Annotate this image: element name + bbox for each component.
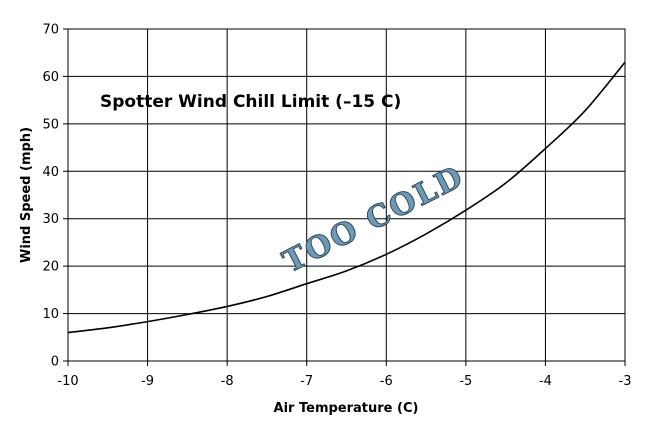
y-tick-label-1: 10 bbox=[42, 307, 59, 322]
grid-lines bbox=[63, 28, 626, 366]
series-line-wind-chill-limit bbox=[67, 61, 626, 334]
y-tick-label-2: 20 bbox=[42, 260, 59, 275]
y-tick-labels: 0 10 20 30 40 50 60 70 bbox=[42, 23, 59, 370]
y-tick-label-7: 70 bbox=[42, 23, 59, 38]
y-axis-title: Wind Speed (mph) bbox=[19, 127, 34, 263]
x-tick-label-6: -4 bbox=[539, 374, 552, 389]
x-tick-label-3: -7 bbox=[300, 374, 313, 389]
x-tick-label-5: -5 bbox=[459, 374, 472, 389]
y-tick-label-0: 0 bbox=[51, 355, 59, 370]
x-tick-labels: -10 -9 -8 -7 -6 -5 -4 -3 bbox=[57, 374, 631, 389]
x-tick-label-1: -9 bbox=[141, 374, 154, 389]
y-tick-label-4: 40 bbox=[42, 165, 59, 180]
plot-frame bbox=[67, 28, 626, 362]
y-tick-label-5: 50 bbox=[42, 117, 59, 132]
x-tick-label-4: -6 bbox=[380, 374, 393, 389]
x-tick-label-7: -3 bbox=[619, 374, 632, 389]
x-tick-label-2: -8 bbox=[221, 374, 234, 389]
y-tick-label-3: 30 bbox=[42, 212, 59, 227]
x-axis-title: Air Temperature (C) bbox=[274, 401, 419, 416]
y-tick-label-6: 60 bbox=[42, 70, 59, 85]
chart-title: Spotter Wind Chill Limit (–15 C) bbox=[100, 92, 401, 112]
x-tick-label-0: -10 bbox=[57, 374, 78, 389]
